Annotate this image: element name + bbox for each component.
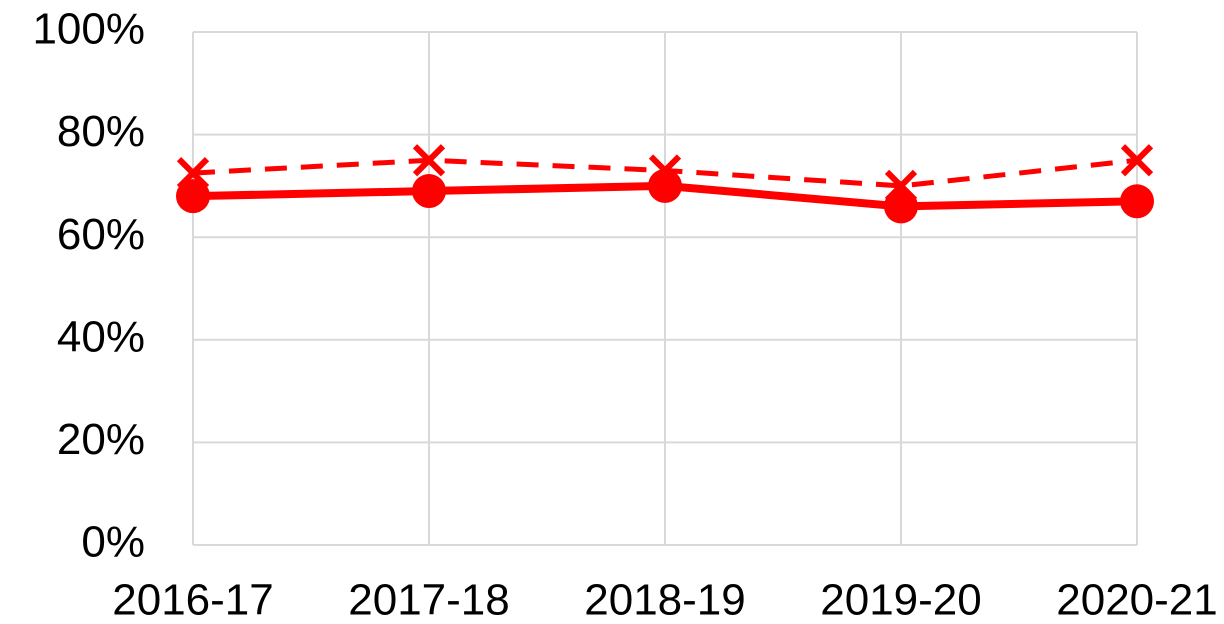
y-tick-label: 40% — [57, 312, 145, 361]
x-tick-label: 2018-19 — [584, 576, 745, 624]
marker-stroke — [884, 169, 918, 203]
marker-stroke — [412, 144, 446, 177]
y-tick-label: 20% — [57, 415, 145, 464]
marker — [648, 154, 682, 187]
marker — [412, 144, 446, 177]
marker — [1120, 144, 1154, 177]
marker-stroke — [1120, 144, 1154, 177]
marker — [412, 174, 446, 209]
y-tick-label: 80% — [57, 107, 145, 156]
marker — [1120, 184, 1154, 219]
y-tick-label: 60% — [57, 210, 145, 259]
y-tick-label: 100% — [32, 5, 145, 54]
x-tick-label: 2017-18 — [348, 576, 509, 624]
x-tick-label: 2019-20 — [820, 576, 981, 624]
y-tick-label: 0% — [81, 518, 145, 567]
marker — [176, 179, 210, 214]
marker — [884, 169, 918, 203]
marker-stroke — [176, 156, 210, 190]
x-tick-label: 2020-21 — [1056, 576, 1217, 624]
x-tick-label: 2016-17 — [112, 576, 273, 624]
marker — [176, 156, 210, 190]
marker-stroke — [648, 154, 682, 187]
